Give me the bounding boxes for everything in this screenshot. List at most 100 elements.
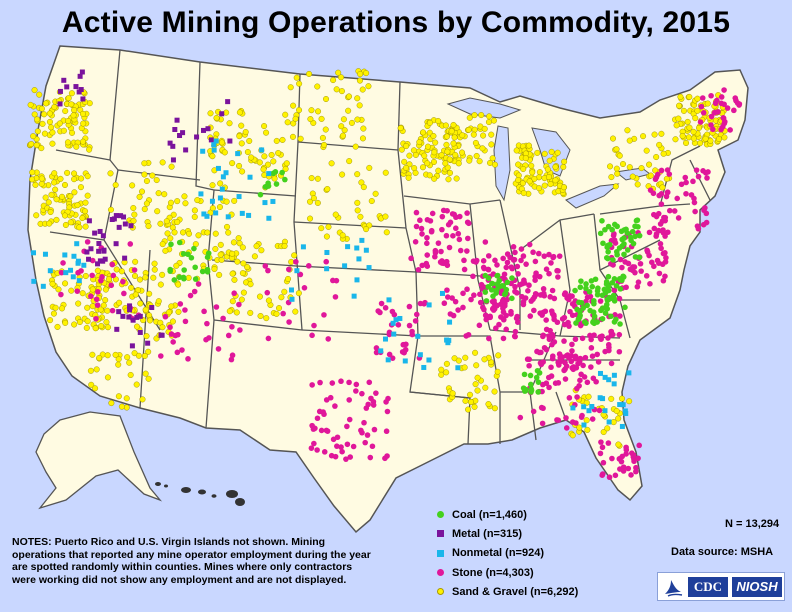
sand-mine-marker xyxy=(79,138,86,145)
sand-mine-marker xyxy=(444,148,451,155)
stone-mine-marker xyxy=(540,332,547,339)
stone-mine-marker xyxy=(618,458,625,465)
stone-swatch xyxy=(437,569,444,577)
sand-mine-marker xyxy=(515,161,522,168)
sand-mine-marker xyxy=(438,371,445,378)
sand-mine-marker xyxy=(363,226,370,233)
coal-mine-marker xyxy=(602,304,609,311)
stone-mine-marker xyxy=(377,309,383,316)
coal-mine-marker xyxy=(534,367,541,374)
sand-mine-marker xyxy=(314,83,321,90)
stone-mine-marker xyxy=(512,328,519,335)
stone-mine-marker xyxy=(600,459,607,466)
stone-mine-marker xyxy=(413,209,420,216)
stone-mine-marker xyxy=(493,325,499,332)
nonmetal-mine-marker xyxy=(415,333,421,339)
stone-mine-marker xyxy=(619,264,625,271)
stone-mine-marker xyxy=(332,453,339,460)
sand-mine-marker xyxy=(519,180,526,187)
stone-mine-marker xyxy=(657,221,664,227)
nonmetal-mine-marker xyxy=(385,357,391,363)
stone-mine-marker xyxy=(409,328,415,335)
sand-mine-marker xyxy=(476,158,483,165)
stone-mine-marker xyxy=(334,443,340,449)
stone-mine-marker xyxy=(408,255,414,262)
metal-mine-marker xyxy=(116,224,122,230)
metal-mine-marker xyxy=(122,255,128,261)
stone-mine-marker xyxy=(229,352,236,359)
sand-mine-marker xyxy=(412,169,419,176)
coal-mine-marker xyxy=(605,249,611,255)
stone-mine-marker xyxy=(460,290,466,297)
sand-mine-marker xyxy=(163,218,170,225)
stone-mine-marker xyxy=(413,311,420,318)
coal-mine-marker xyxy=(270,170,277,177)
coal-mine-marker xyxy=(204,268,211,275)
metal-mine-marker xyxy=(127,307,133,313)
nonmetal-mine-marker xyxy=(426,302,432,308)
sand-mine-marker xyxy=(287,84,294,91)
sand-mine-marker xyxy=(412,151,419,158)
stone-mine-marker xyxy=(675,215,682,221)
coal-mine-marker xyxy=(168,241,174,248)
stone-mine-marker xyxy=(576,358,583,365)
sand-mine-marker xyxy=(306,70,313,77)
stone-mine-marker xyxy=(543,317,549,323)
sand-mine-marker xyxy=(455,357,462,364)
sand-mine-marker xyxy=(443,360,450,367)
sand-mine-marker xyxy=(426,172,433,179)
sand-mine-marker xyxy=(41,111,48,118)
sand-mine-marker xyxy=(488,141,495,148)
coal-mine-marker xyxy=(606,287,612,294)
stone-mine-marker xyxy=(361,419,367,426)
sand-mine-marker xyxy=(273,137,280,144)
stone-mine-marker xyxy=(314,447,320,453)
stone-mine-marker xyxy=(382,305,389,311)
nonmetal-mine-marker xyxy=(198,191,204,197)
nonmetal-mine-marker xyxy=(262,200,268,206)
stone-mine-marker xyxy=(610,232,617,239)
stone-mine-marker xyxy=(344,423,350,430)
sand-mine-marker xyxy=(53,216,60,223)
sand-mine-marker xyxy=(276,305,283,312)
sand-mine-marker xyxy=(453,175,460,182)
sand-mine-marker xyxy=(600,429,607,436)
stone-mine-marker xyxy=(683,179,689,186)
nonmetal-mine-marker xyxy=(378,348,384,354)
sand-mine-marker xyxy=(472,349,479,356)
sand-mine-marker xyxy=(478,112,485,119)
sand-mine-marker xyxy=(209,182,216,189)
sand-mine-marker xyxy=(438,366,445,373)
stone-mine-marker xyxy=(705,169,711,175)
sand-mine-marker xyxy=(218,139,225,146)
sand-mine-marker xyxy=(656,141,663,148)
sand-mine-marker xyxy=(282,165,289,172)
stone-mine-marker xyxy=(492,257,498,264)
nonmetal-mine-marker xyxy=(620,402,626,408)
stone-mine-marker xyxy=(435,240,442,246)
stone-mine-marker xyxy=(721,87,727,93)
metal-mine-marker xyxy=(86,256,92,262)
sand-mine-marker xyxy=(41,130,48,137)
stone-mine-marker xyxy=(625,465,632,472)
sand-mine-marker xyxy=(358,179,365,186)
stone-mine-marker xyxy=(195,281,202,287)
metal-mine-marker xyxy=(130,317,136,323)
stone-mine-marker xyxy=(662,250,668,256)
sand-mine-marker xyxy=(191,207,198,214)
coal-mine-marker xyxy=(619,277,625,284)
nonmetal-mine-marker xyxy=(602,374,608,380)
stone-mine-marker xyxy=(567,293,573,299)
sand-mine-marker xyxy=(240,260,247,267)
stone-mine-marker xyxy=(177,301,184,307)
stone-mine-marker xyxy=(480,258,487,264)
sand-mine-marker xyxy=(194,197,201,204)
sand-mine-marker xyxy=(129,182,136,189)
stone-mine-marker xyxy=(555,274,561,280)
sand-mine-marker xyxy=(92,385,99,392)
legend-item-nonmetal: Nonmetal (n=924) xyxy=(437,544,578,563)
nonmetal-mine-marker xyxy=(215,165,221,171)
sand-mine-marker xyxy=(426,119,433,126)
nonmetal-mine-marker xyxy=(359,237,365,243)
sand-mine-marker xyxy=(71,321,78,328)
